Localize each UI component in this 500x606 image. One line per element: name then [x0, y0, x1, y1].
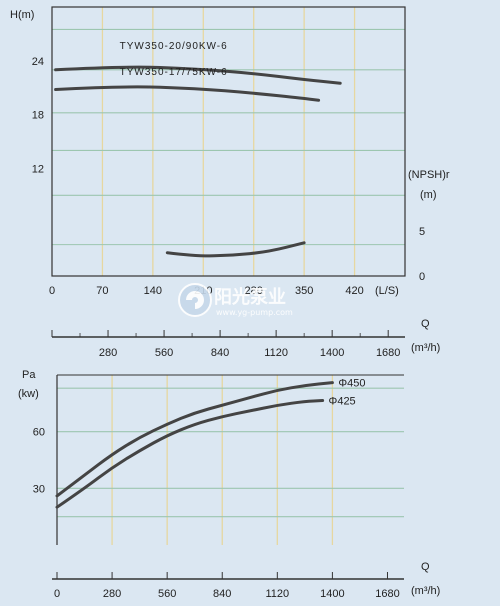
head-annotations: TYW350-20/90KW-6 TYW350-17/75KW-6	[120, 41, 228, 78]
y2-tick-label: 0	[419, 271, 425, 283]
series-label-1: TYW350-20/90KW-6	[120, 41, 228, 52]
x-tick-label: 70	[96, 285, 108, 297]
power-x-tick-label: 1680	[375, 588, 399, 600]
head-curves	[54, 65, 342, 258]
pump-logo-icon	[178, 283, 212, 317]
y2-axis-label-npsh: (NPSH)r	[408, 169, 450, 181]
x-tick-label: 280	[245, 285, 263, 297]
x-tick-label: 0	[49, 285, 55, 297]
y-tick-label: 18	[32, 110, 44, 122]
y-tick-label: 24	[32, 56, 44, 68]
power-curve-2	[55, 399, 325, 509]
y2-tick-label: 5	[419, 226, 425, 238]
power-x-tick-label: 560	[158, 588, 176, 600]
power-x-tick-label: 1400	[320, 588, 344, 600]
power-x-tick-label: 0	[54, 588, 60, 600]
power-x-axis-label: Q	[421, 561, 430, 573]
watermark-title: 阳光泵业	[214, 286, 286, 308]
q-tick-label: 1120	[264, 347, 288, 359]
head-grid	[52, 7, 405, 276]
q-tick-label: 1400	[320, 347, 344, 359]
power-x-tick-label: 840	[213, 588, 231, 600]
head-npsh-chart: H(m) (NPSH)r (m) (L/S) 07014021028035042…	[10, 6, 450, 297]
watermark: 阳光泵业 www.yg-pump.com	[178, 283, 293, 317]
series-label-2: TYW350-17/75KW-6	[120, 67, 228, 78]
power-series-label-2: Φ425	[329, 396, 356, 408]
y-axis-label-pa: Pa	[22, 369, 36, 381]
power-series-label-1: Φ450	[338, 378, 365, 390]
power-y-tick-label: 30	[33, 483, 45, 495]
head-curve-1	[54, 65, 342, 85]
q-tick-label: 1680	[376, 347, 400, 359]
q-tick-label: 840	[211, 347, 229, 359]
x-tick-label: 140	[144, 285, 162, 297]
y2-axis-unit-npsh: (m)	[420, 189, 437, 201]
head-frame	[51, 6, 406, 277]
power-curves: Φ450 Φ425	[55, 378, 366, 509]
watermark-url: www.yg-pump.com	[216, 308, 293, 317]
y-tick-label: 12	[32, 163, 44, 175]
power-x-axis-unit: (m³/h)	[411, 585, 440, 597]
power-x-tick-label: 1120	[265, 588, 289, 600]
power-grid	[57, 375, 404, 545]
power-y-tick-label: 60	[33, 427, 45, 439]
npsh-curve	[165, 241, 306, 258]
q-tick-label: 280	[99, 347, 117, 359]
power-x-tick-label: 280	[103, 588, 121, 600]
q-axis-strip: Q (m³/h) 280 560 840 1120 1400 1680	[51, 318, 440, 359]
x-tick-label: 420	[345, 285, 363, 297]
power-curve-1	[55, 381, 334, 498]
power-labels: Pa (kw) Q (m³/h) 30 60 0 280 560 840 1120 1400 1…	[18, 369, 440, 600]
head-curve-2	[54, 85, 321, 102]
y-axis-label-head: H(m)	[10, 9, 34, 21]
x-axis-unit-ls: (L/S)	[375, 285, 399, 297]
q-axis-label: Q	[421, 318, 430, 330]
q-tick-label: 560	[155, 347, 173, 359]
power-chart: Φ450 Φ425 Pa (kw) Q (m³/h) 30 60 0 280 560 840…	[18, 369, 440, 600]
y-axis-unit-kw: (kw)	[18, 388, 39, 400]
q-axis-unit: (m³/h)	[411, 342, 440, 354]
x-tick-label: 350	[295, 285, 313, 297]
